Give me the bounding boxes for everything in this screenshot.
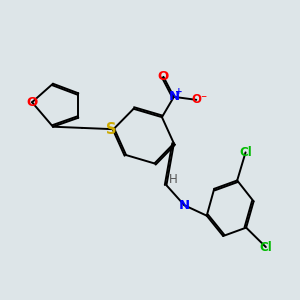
Text: H: H [169, 173, 177, 186]
Text: N: N [179, 199, 190, 212]
Text: O: O [26, 96, 38, 109]
Text: S: S [106, 122, 116, 136]
Text: O: O [158, 70, 169, 83]
Text: Cl: Cl [239, 146, 252, 159]
Text: Cl: Cl [260, 241, 272, 254]
Text: O⁻: O⁻ [192, 93, 208, 106]
Text: N: N [168, 90, 179, 103]
Text: +: + [175, 87, 182, 96]
